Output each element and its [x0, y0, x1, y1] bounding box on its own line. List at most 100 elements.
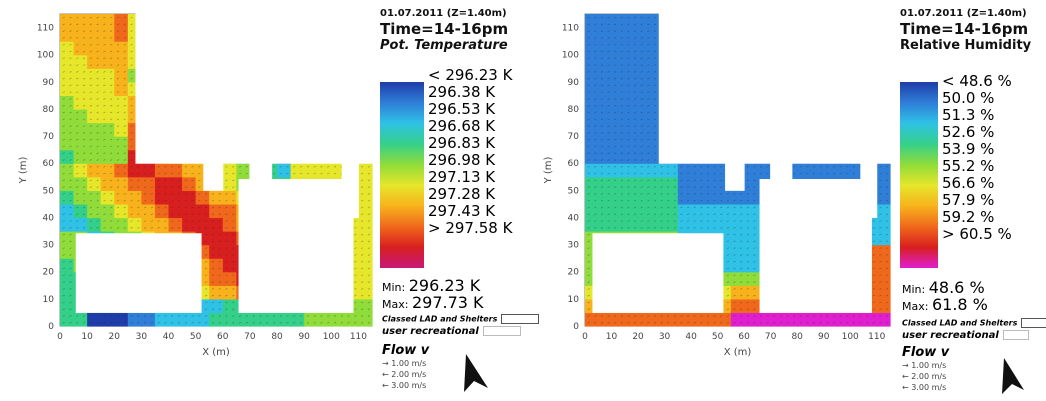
- flow-vector: [613, 132, 617, 134]
- flow-vector: [204, 220, 208, 222]
- flow-vector: [116, 226, 120, 229]
- flow-vector: [157, 179, 160, 182]
- flow-vector: [204, 321, 208, 324]
- flow-vector: [211, 206, 215, 209]
- flow-vector: [680, 226, 683, 229]
- flow-vector: [700, 193, 703, 195]
- heatmap-cell: [60, 163, 75, 178]
- heatmap-cell: [664, 217, 679, 232]
- flow-vector: [164, 220, 167, 222]
- flow-vector: [600, 118, 604, 121]
- flow-vector: [62, 91, 65, 94]
- heatmap-cell: [585, 217, 599, 232]
- heatmap-cell: [638, 27, 652, 42]
- heatmap-cell: [114, 190, 129, 205]
- flow-vector: [806, 321, 809, 324]
- flow-vector: [137, 206, 140, 209]
- flow-vector: [746, 186, 749, 188]
- flow-vector: [211, 226, 215, 229]
- flow-vector: [116, 199, 120, 202]
- flow-vector: [660, 193, 663, 195]
- flow-vector: [360, 186, 364, 188]
- flow-vector: [123, 43, 126, 46]
- flow-vector: [123, 145, 126, 148]
- flow-vector: [706, 186, 710, 188]
- flow-vector: [640, 57, 643, 60]
- flow-vector: [123, 84, 126, 87]
- flow-vector: [116, 104, 120, 107]
- heatmap-cell: [611, 136, 626, 151]
- flow-vector: [739, 321, 743, 324]
- flow-vector: [713, 172, 716, 175]
- flow-vector: [600, 98, 604, 100]
- heatmap-cell: [730, 231, 745, 246]
- heatmap-cell: [236, 312, 251, 327]
- heatmap-cell: [236, 163, 251, 178]
- flow-vector: [211, 274, 215, 277]
- flow-vector: [218, 213, 221, 216]
- flow-vector: [594, 315, 597, 317]
- flow-vector: [733, 206, 736, 209]
- heatmap-cell: [222, 203, 237, 219]
- flow-vector: [103, 98, 106, 100]
- flow-vector: [726, 247, 730, 250]
- flow-vector: [587, 240, 590, 243]
- flow-vector: [82, 321, 86, 324]
- flow-vector: [594, 206, 597, 209]
- flow-vector: [110, 91, 113, 94]
- building: [157, 59, 292, 88]
- flow-vector: [89, 23, 93, 26]
- flow-vector: [613, 186, 617, 188]
- flow-vector: [746, 220, 749, 222]
- heatmap-cell: [73, 14, 88, 29]
- heatmap-cell: [730, 312, 745, 327]
- heatmap-cell: [624, 14, 639, 29]
- flow-vector: [620, 37, 623, 39]
- flow-vector: [653, 138, 657, 141]
- flow-vector: [123, 91, 126, 94]
- flow-vector: [340, 321, 343, 324]
- flow-vector: [82, 111, 86, 114]
- heatmap-cell: [611, 14, 626, 29]
- heatmap-cell: [823, 163, 838, 178]
- flow-vector: [76, 321, 79, 324]
- flow-vector: [746, 294, 749, 297]
- heatmap-cell: [677, 176, 692, 191]
- flow-vector: [367, 281, 371, 283]
- flow-vector: [587, 193, 590, 195]
- flow-vector: [130, 37, 133, 39]
- flow-vector: [779, 321, 783, 324]
- flow-vector: [245, 165, 249, 168]
- heatmap-cell: [73, 136, 88, 151]
- flow-vector: [76, 186, 79, 188]
- flow-vector: [103, 193, 106, 195]
- heatmap-cell: [100, 27, 115, 42]
- flow-vector: [225, 315, 228, 317]
- flow-vector: [333, 165, 337, 168]
- flow-vector: [733, 260, 736, 263]
- flow-vector: [713, 206, 716, 209]
- flow-vector: [647, 50, 650, 53]
- flow-vector: [753, 321, 756, 324]
- flow-vector: [620, 132, 623, 134]
- flow-vector: [123, 64, 126, 66]
- flow-vector: [826, 165, 829, 168]
- flow-vector: [69, 233, 72, 236]
- flow-vector: [633, 91, 637, 94]
- flow-vector: [204, 301, 208, 304]
- flow-vector: [62, 159, 65, 161]
- heatmap-cell: [651, 203, 666, 219]
- flow-vector: [594, 111, 597, 114]
- flow-vector: [753, 260, 756, 263]
- flow-vector: [89, 64, 93, 66]
- flow-vector: [360, 240, 364, 243]
- flow-vector: [633, 193, 637, 195]
- flow-vector: [245, 315, 249, 317]
- flow-vector: [137, 199, 140, 202]
- flow-vector: [218, 254, 221, 256]
- flow-vector: [653, 43, 657, 46]
- flow-vector: [354, 288, 357, 290]
- heatmap-cell: [100, 136, 115, 151]
- flow-vector: [367, 294, 371, 297]
- flow-vector: [123, 179, 126, 182]
